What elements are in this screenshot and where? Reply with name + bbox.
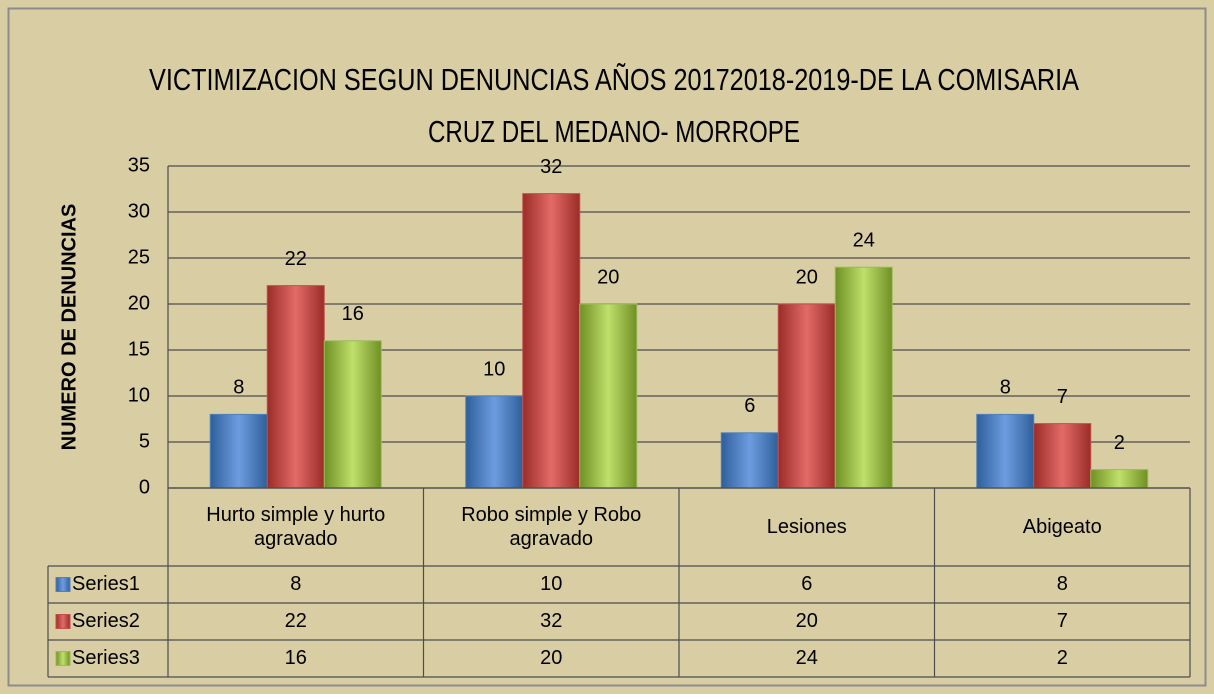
chart-border (7, 7, 1207, 687)
data-label: 2 (1114, 432, 1125, 454)
data-label: 32 (540, 156, 562, 178)
bar (323, 340, 382, 489)
legend-label: Series3 (72, 647, 140, 669)
data-label: 24 (853, 229, 875, 251)
table-value: 6 (801, 573, 812, 595)
y-tick-label: 15 (128, 338, 150, 360)
category-cell: Abigeato (1022, 516, 1102, 538)
category-cell: Robo simple y Robo agravado (461, 504, 642, 550)
y-tick-label: 5 (139, 430, 150, 452)
table-value: 8 (1057, 573, 1068, 595)
bar (976, 413, 1035, 489)
data-label: 20 (597, 266, 619, 288)
bar (465, 395, 524, 489)
bar (1033, 423, 1092, 489)
x-tick-label: Hurto simple y hurto agravado (206, 504, 386, 550)
y-tick-label: 35 (128, 154, 150, 176)
bar (720, 432, 779, 489)
y-tick-label: 10 (128, 384, 150, 406)
legend-label: Series2 (72, 610, 140, 632)
data-label: 20 (796, 266, 818, 288)
category-cell: Hurto simple y hurto agravado (206, 504, 386, 550)
legend-swatch (55, 614, 71, 629)
y-tick-label: 25 (128, 246, 150, 268)
table-value: 8 (290, 573, 301, 595)
table-value: 20 (540, 647, 562, 669)
y-tick-label: 0 (139, 476, 150, 498)
legend-label: Series1 (72, 573, 140, 595)
y-tick-label: 20 (128, 292, 150, 314)
table-value: 7 (1057, 610, 1068, 632)
y-axis-label: NUMERO DE DENUNCIAS (58, 204, 80, 451)
data-label: 8 (233, 377, 244, 399)
data-label: 10 (483, 358, 505, 380)
x-tick-label: Lesiones (766, 516, 847, 538)
x-tick-label: Abigeato (1022, 516, 1102, 538)
data-label: 8 (1000, 377, 1011, 399)
bar (579, 303, 638, 489)
legend-swatch (55, 577, 71, 592)
category-cell: Lesiones (766, 516, 847, 538)
table-value: 16 (285, 647, 307, 669)
data-label: 22 (285, 248, 307, 270)
table-value: 24 (796, 647, 818, 669)
table-value: 22 (285, 610, 307, 632)
table-value: 10 (540, 573, 562, 595)
y-tick-label: 30 (128, 200, 150, 222)
bar (522, 193, 581, 489)
bar (777, 303, 836, 489)
data-label: 16 (342, 303, 364, 325)
x-tick-label: Robo simple y Robo agravado (461, 504, 642, 550)
chart-title: VICTIMIZACION SEGUN DENUNCIAS AÑOS 20172… (149, 62, 1079, 97)
bar (266, 285, 325, 489)
data-label: 6 (744, 395, 755, 417)
bar (834, 266, 893, 489)
legend-swatch (55, 651, 71, 666)
chart-title: CRUZ DEL MEDANO- MORROPE (428, 114, 800, 149)
table-value: 32 (540, 610, 562, 632)
table-value: 20 (796, 610, 818, 632)
table-value: 2 (1057, 647, 1068, 669)
data-label: 7 (1057, 386, 1068, 408)
bar (209, 413, 268, 489)
bar (1090, 469, 1149, 489)
